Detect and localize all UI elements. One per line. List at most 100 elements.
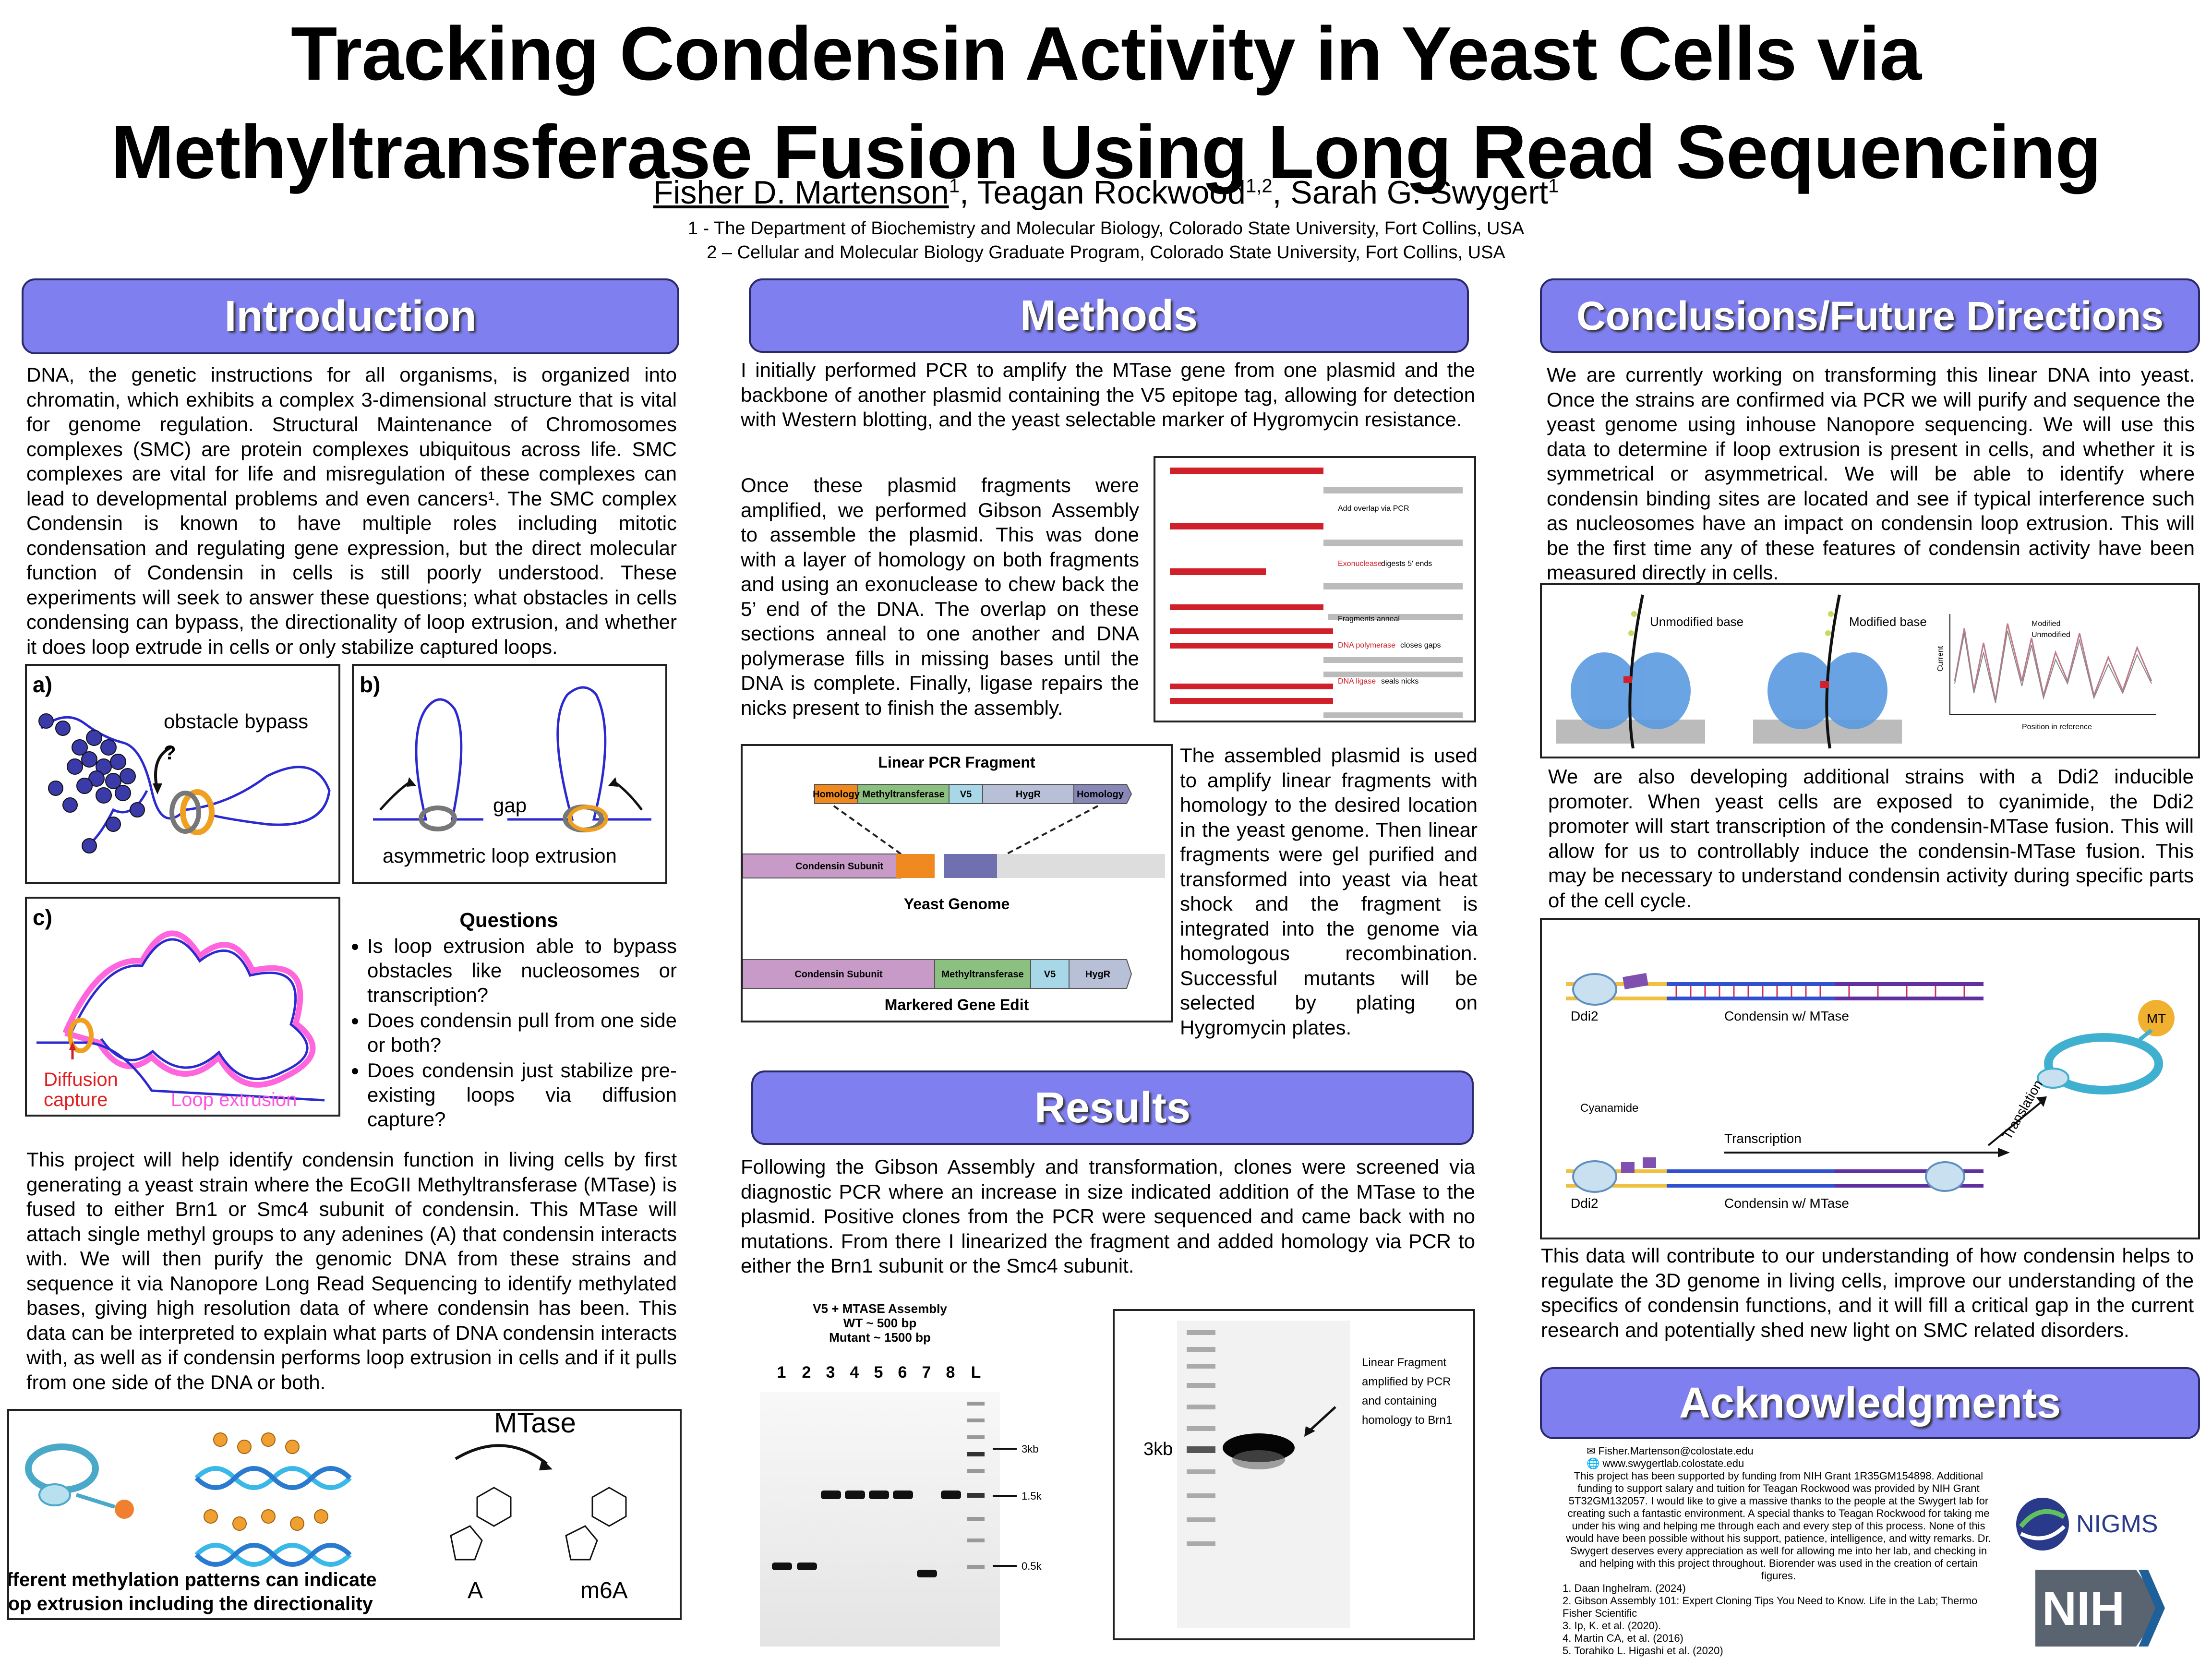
fig-a-label: a) xyxy=(33,672,52,697)
gibson-step-5: DNA ligase xyxy=(1338,677,1376,685)
fig-b-gap: gap xyxy=(493,794,527,817)
methods-heading: Methods xyxy=(749,278,1469,353)
figure-obstacle-bypass: a) obstacle bypass ? xyxy=(25,664,340,884)
lane-1: 1 xyxy=(777,1363,786,1382)
nih-logo-mark: NIH xyxy=(2035,1570,2165,1647)
gibson-diagram: Add overlap via PCR Exonuclease digests … xyxy=(1170,468,1463,718)
email-icon: ✉ xyxy=(1587,1445,1599,1457)
ack-email[interactable]: Fisher.Martenson@colostate.edu xyxy=(1598,1445,1754,1457)
seg-hygr: HygR xyxy=(1016,789,1041,800)
ddi2-label-bottom: Ddi2 xyxy=(1571,1196,1599,1211)
author-1-affil: 1 xyxy=(949,175,960,197)
lane-4: 4 xyxy=(850,1363,859,1382)
linear-title: Linear PCR Fragment xyxy=(878,754,1035,771)
cyanamide-label: Cyanamide xyxy=(1580,1102,1638,1115)
nanopore-unmod: Unmodified base xyxy=(1650,614,1743,629)
fig-a-question: ? xyxy=(164,741,176,764)
ack-ref-1: 1. Daan Inghelram. (2024) xyxy=(1563,1582,1686,1594)
gibson-step-2b: digests 5' ends xyxy=(1381,560,1432,568)
gel1-title-3: Mutant ~ 1500 bp xyxy=(829,1330,931,1345)
yeast-genome: Yeast Genome xyxy=(904,895,1010,913)
question-1: Is loop extrusion able to bypass obstacl… xyxy=(367,934,677,1007)
markered-title: Markered Gene Edit xyxy=(885,996,1029,1013)
fig-c-loop-extrusion: Loop extrusion xyxy=(171,1089,297,1110)
gel1-marker-1.5k: 1.5k xyxy=(1022,1490,1042,1502)
title-line-1: Tracking Condensin Activity in Yeast Cel… xyxy=(290,12,1922,96)
ack-web[interactable]: www.swygertlab.colostate.edu xyxy=(1602,1457,1744,1469)
questions-box: Questions Is loop extrusion able to bypa… xyxy=(341,909,677,1132)
linear-pcr-diagram: Linear PCR Fragment Homology Methyltrans… xyxy=(742,754,1165,1013)
ddi2-diagram: Ddi2 Condensin w/ MTase MT Cyanamide Tra… xyxy=(1566,973,2175,1211)
fig-c-capture: capture xyxy=(44,1089,108,1110)
author-list: Fisher D. Martenson1, Teagan Rockwood1,2… xyxy=(0,174,2212,211)
conclusions-heading: Conclusions/Future Directions xyxy=(1540,278,2200,353)
intro-paragraph-2: This project will help identify condensi… xyxy=(26,1148,677,1394)
gel2-note-3: and containing xyxy=(1362,1395,1437,1407)
fig-b-label: b) xyxy=(360,672,380,697)
nanopore-y-label: Current xyxy=(1936,646,1945,672)
methods-paragraph-3: The assembled plasmid is used to amplify… xyxy=(1180,744,1478,1039)
methylation-diagram: MTase A m6A Different methylation patter… xyxy=(0,1407,628,1614)
lane-6: 6 xyxy=(898,1363,907,1382)
figure-ddi2-induction: Ddi2 Condensin w/ MTase MT Cyanamide Tra… xyxy=(1540,918,2200,1239)
globe-icon: 🌐 xyxy=(1587,1457,1603,1469)
asymmetric-loop-diagram: b) gap asymmetric loop extrusion xyxy=(360,672,651,867)
lane-5: 5 xyxy=(874,1363,883,1382)
methods-paragraph-1: I initially performed PCR to amplify the… xyxy=(741,359,1475,431)
diffusion-capture-diagram: c) Diffusion capture Loop extrusion xyxy=(33,905,325,1110)
nanopore-diagram: Unmodified base Modified base Modified U… xyxy=(1556,594,2156,749)
gel1-title-1: V5 + MTASE Assembly xyxy=(813,1301,947,1316)
seg-condensin: Condensin Subunit xyxy=(795,861,884,872)
mtase-A: A xyxy=(468,1578,483,1603)
conclusions-paragraph-1: We are currently working on transforming… xyxy=(1547,363,2195,584)
translation-label: Translation xyxy=(1999,1077,2045,1142)
author-3: , Sarah G. Swygert xyxy=(1272,174,1549,211)
gibson-step-1: Add overlap via PCR xyxy=(1338,505,1409,513)
obstacle-bypass-diagram: a) obstacle bypass ? xyxy=(33,672,331,854)
question-3: Does condensin just stabilize pre-existi… xyxy=(367,1058,677,1131)
intro-heading: Introduction xyxy=(22,278,679,354)
gibson-step-4b: closes gaps xyxy=(1400,641,1441,649)
seg-v5: V5 xyxy=(960,789,972,800)
mtase-label: MTase xyxy=(494,1411,576,1439)
markered-condensin: Condensin Subunit xyxy=(794,969,883,980)
questions-list: Is loop extrusion able to bypass obstacl… xyxy=(341,934,677,1131)
methods-paragraph-2: Once these plasmid fragments were amplif… xyxy=(741,474,1139,719)
conclusions-paragraph-3: This data will contribute to our underst… xyxy=(1541,1244,2194,1341)
condensin-mt-top: Condensin w/ MTase xyxy=(1724,1009,1849,1023)
seg-mt: Methyltransferase xyxy=(862,789,944,800)
gel-1-image: V5 + MTASE Assembly WT ~ 500 bp Mutant ~… xyxy=(760,1301,1042,1647)
ack-ref-2: 2. Gibson Assembly 101: Expert Cloning T… xyxy=(1563,1595,1978,1619)
fig-a-text: obstacle bypass xyxy=(164,710,308,733)
results-paragraph: Following the Gibson Assembly and transf… xyxy=(741,1155,1475,1277)
question-2: Does condensin pull from one side or bot… xyxy=(367,1008,677,1057)
gel1-lane-labels: 1 2 3 4 5 6 7 8 L xyxy=(777,1363,981,1382)
results-heading: Results xyxy=(751,1070,1474,1145)
gel1-title-2: WT ~ 500 bp xyxy=(843,1316,916,1330)
nigms-text: NIGMS xyxy=(2076,1510,2158,1538)
dna-helix-2 xyxy=(194,1543,352,1567)
ack-ref-3: 3. Ip, K. et al. (2020). xyxy=(1563,1620,1661,1632)
gibson-step-3: Fragments anneal xyxy=(1338,615,1400,623)
gel2-note-2: amplified by PCR xyxy=(1362,1375,1451,1388)
dna-helix-1 xyxy=(194,1466,352,1490)
nih-logo: NIH xyxy=(2035,1570,2165,1647)
ddi2-label-top: Ddi2 xyxy=(1571,1009,1599,1023)
lane-2: 2 xyxy=(802,1363,811,1382)
author-2-affil: 1,2 xyxy=(1245,175,1273,197)
gel2-note-4: homology to Brn1 xyxy=(1362,1414,1452,1427)
figure-nanopore: Unmodified base Modified base Modified U… xyxy=(1540,583,2200,758)
ack-text: This project has been supported by fundi… xyxy=(1566,1470,1991,1582)
nanopore-legend-unmod: Unmodified xyxy=(2032,631,2070,639)
title-line-2: Methyltransferase Fusion Using Long Read… xyxy=(111,110,2101,194)
lane-7: 7 xyxy=(922,1363,931,1382)
fig-c-diffusion: Diffusion xyxy=(44,1069,118,1090)
fig-c-label: c) xyxy=(33,905,52,930)
nanopore-legend-mod: Modified xyxy=(2032,620,2060,628)
gibson-step-4: DNA polymerase xyxy=(1338,641,1395,649)
nigms-logo: NIGMS xyxy=(2011,1493,2199,1555)
gel2-note-1: Linear Fragment xyxy=(1362,1356,1446,1369)
dna-bottom xyxy=(1566,1169,1984,1188)
condensin-mt-bottom: Condensin w/ MTase xyxy=(1724,1196,1849,1211)
mtase-caption-1: Different methylation patterns can indic… xyxy=(9,1569,377,1590)
